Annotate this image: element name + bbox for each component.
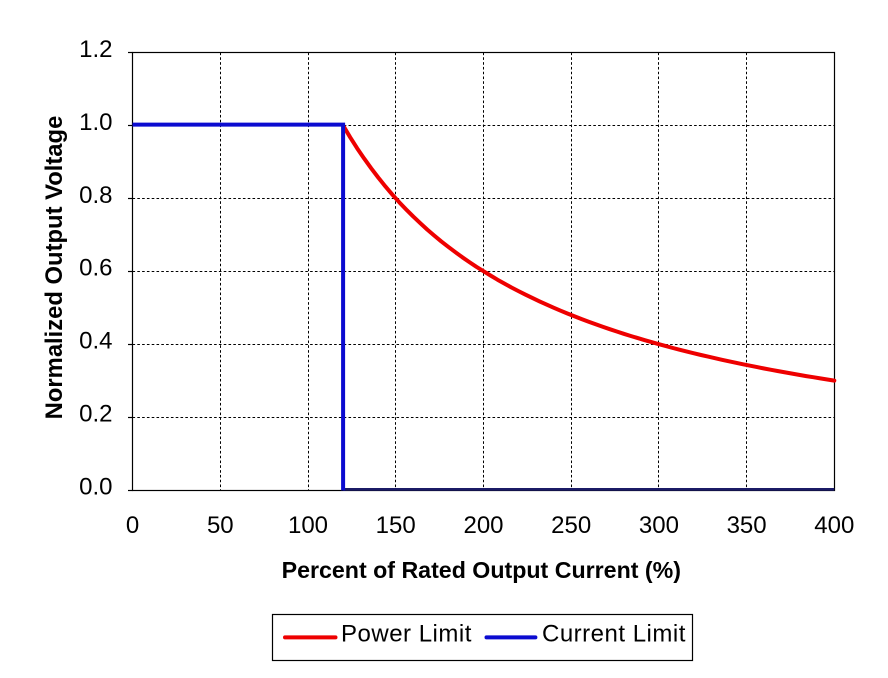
svg-text:0: 0	[126, 512, 139, 539]
svg-text:300: 300	[639, 512, 679, 539]
svg-text:Percent of Rated Output Curren: Percent of Rated Output Current (%)	[282, 557, 681, 583]
svg-text:Normalized Output Voltage: Normalized Output Voltage	[41, 116, 68, 420]
svg-text:1.2: 1.2	[79, 36, 112, 63]
svg-text:100: 100	[288, 512, 328, 539]
svg-text:50: 50	[207, 512, 234, 539]
svg-text:350: 350	[727, 512, 767, 539]
svg-text:Power Limit: Power Limit	[341, 621, 472, 648]
svg-text:400: 400	[814, 512, 854, 539]
svg-text:1.0: 1.0	[79, 109, 112, 136]
svg-text:0.4: 0.4	[79, 328, 112, 355]
svg-text:0.8: 0.8	[79, 182, 112, 209]
svg-text:0.6: 0.6	[79, 255, 112, 282]
svg-text:200: 200	[463, 512, 503, 539]
svg-text:Current Limit: Current Limit	[542, 621, 686, 648]
svg-text:250: 250	[551, 512, 591, 539]
svg-text:150: 150	[376, 512, 416, 539]
svg-text:0.0: 0.0	[79, 474, 112, 501]
svg-text:0.2: 0.2	[79, 401, 112, 428]
